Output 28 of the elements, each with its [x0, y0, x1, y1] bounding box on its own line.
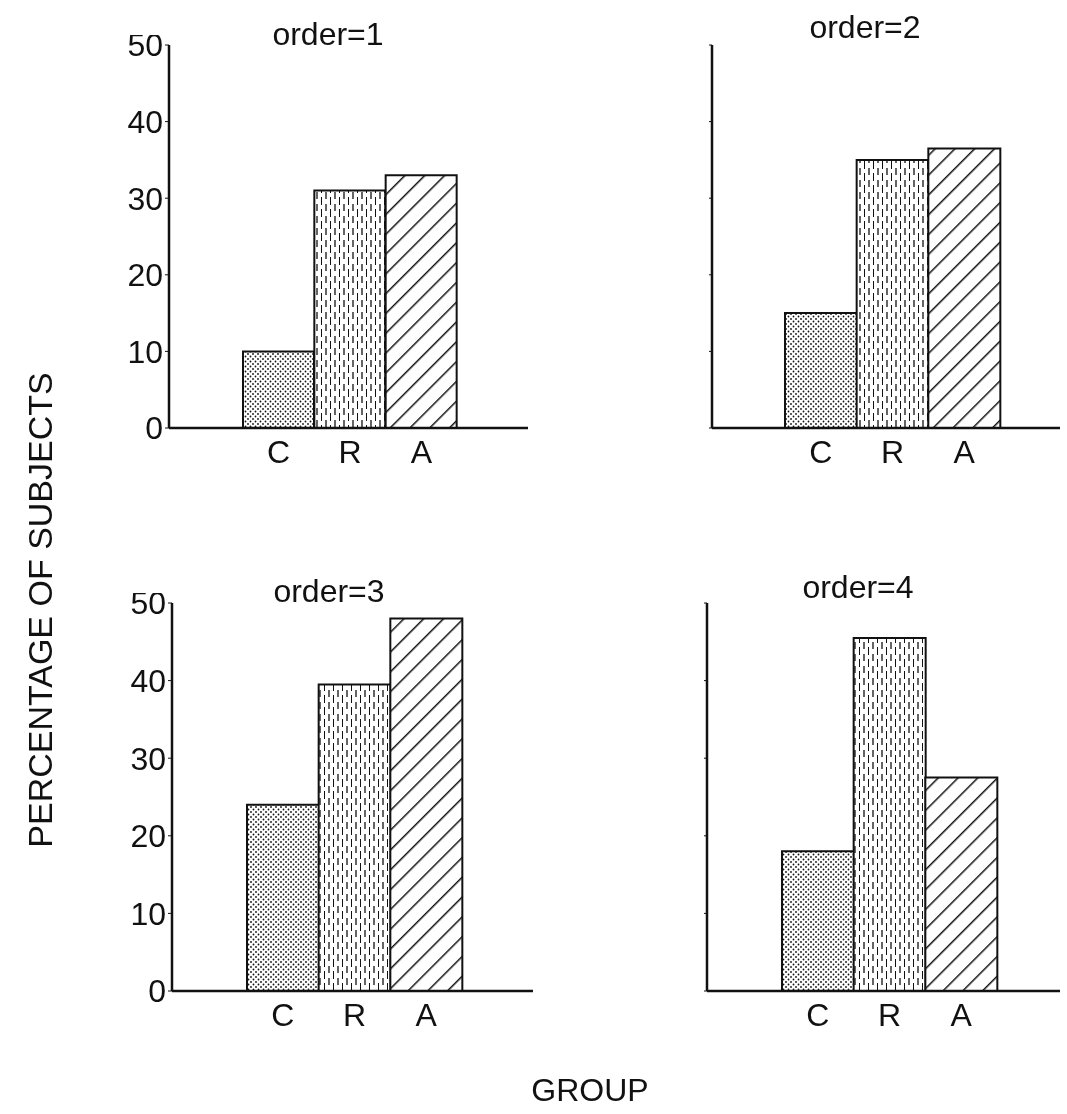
chart-title: order=3	[272, 572, 386, 611]
x-axis-title: GROUP	[530, 1071, 650, 1110]
x-tick-label: A	[953, 433, 976, 470]
x-tick-label: R	[342, 996, 367, 1033]
y-tick-label: 40	[130, 662, 166, 699]
x-tick-label: R	[880, 433, 905, 470]
x-tick-label: A	[415, 996, 438, 1033]
chart-title: order=2	[808, 8, 922, 47]
y-tick-label: 10	[130, 895, 166, 932]
x-tick-label: C	[809, 433, 833, 470]
y-tick-label: 30	[127, 180, 163, 217]
y-axis-title: PERCENTAGE OF SUBJECTS	[20, 371, 60, 850]
x-tick-label: R	[877, 996, 902, 1033]
y-tick-label: 20	[127, 257, 163, 294]
x-tick-label: C	[267, 433, 291, 470]
chart-title: order=1	[271, 15, 385, 54]
y-tick-label: 30	[130, 740, 166, 777]
x-tick-label: C	[806, 996, 830, 1033]
y-tick-label: 10	[127, 333, 163, 370]
y-tick-label: 0	[148, 973, 166, 1010]
y-tick-label: 40	[127, 103, 163, 140]
x-tick-label: R	[338, 433, 362, 470]
x-tick-label: C	[271, 996, 295, 1033]
y-tick-label: 0	[145, 410, 163, 447]
chart-title: order=4	[801, 568, 915, 607]
y-tick-label: 20	[130, 818, 166, 855]
x-tick-label: A	[410, 433, 433, 470]
x-tick-label: A	[950, 996, 973, 1033]
